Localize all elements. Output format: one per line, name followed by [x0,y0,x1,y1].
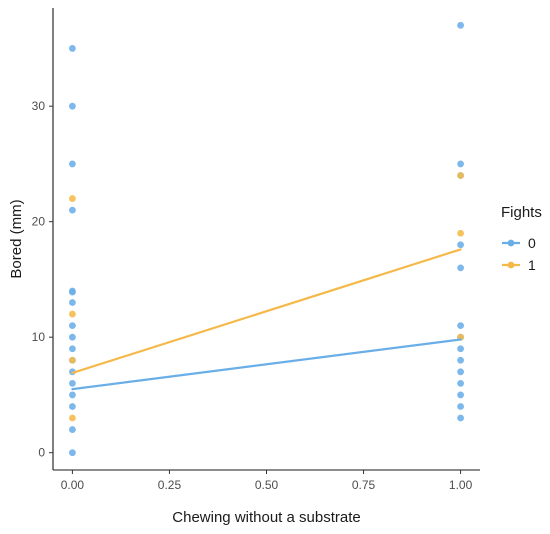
data-point-series-0 [69,322,76,330]
data-point-series-0 [457,160,464,168]
legend: Fights 0 1 [501,204,542,273]
data-point-series-0 [69,345,76,353]
legend-title: Fights [501,204,542,221]
data-point-series-0 [457,322,464,330]
data-point-series-1 [457,229,464,237]
data-point-series-0 [457,264,464,272]
fit-lines-layer [71,248,462,391]
data-point-series-0 [69,426,76,433]
data-point-series-0 [69,288,76,296]
x-tick-label: 0.25 [158,478,182,492]
fit-line-series-1 [71,248,462,375]
points-layer [69,21,464,457]
y-tick-label: 10 [32,330,46,344]
data-point-series-0 [69,379,76,387]
data-point-series-0 [457,391,464,399]
data-point-series-0 [69,160,76,168]
data-point-series-1 [69,195,76,202]
y-tick-label: 30 [32,99,46,113]
data-point-series-0 [69,403,76,410]
data-point-series-1 [69,356,76,364]
data-point-series-0 [457,414,464,422]
data-point-series-0 [69,391,76,399]
x-axis-title: Chewing without a substrate [172,509,360,526]
data-point-series-0 [457,241,464,249]
x-tick-label: 0.00 [61,478,85,492]
data-point-series-0 [457,345,464,353]
data-point-series-1 [69,310,76,318]
data-point-series-0 [457,21,464,29]
x-tick-label: 0.50 [255,478,279,492]
x-tick-label: 1.00 [449,478,473,492]
legend-key-point-0 [507,239,515,247]
data-point-series-0 [69,449,76,457]
data-point-series-0 [457,368,464,376]
data-point-series-0 [69,206,76,214]
legend-key-point-1 [507,261,515,269]
y-tick-label: 0 [38,446,45,460]
data-point-series-0 [457,403,464,410]
legend-label-0: 0 [528,235,536,251]
data-point-series-0 [457,379,464,387]
legend-label-1: 1 [528,257,536,273]
x-tick-label: 0.75 [352,478,376,492]
data-point-series-1 [69,414,76,422]
fit-line-series-0 [71,338,462,391]
data-point-series-0 [69,333,76,341]
y-axis-title: Bored (mm) [8,199,25,278]
y-tick-label: 20 [32,215,46,229]
data-point-series-0 [69,45,76,52]
axes-layer: 0.00 0.25 0.50 0.75 1.00 0 10 20 30 Chewing witho… [8,8,480,526]
data-point-series-0 [69,102,76,110]
data-point-series-1 [457,172,464,179]
data-point-series-0 [457,356,464,364]
data-point-series-0 [69,299,76,306]
